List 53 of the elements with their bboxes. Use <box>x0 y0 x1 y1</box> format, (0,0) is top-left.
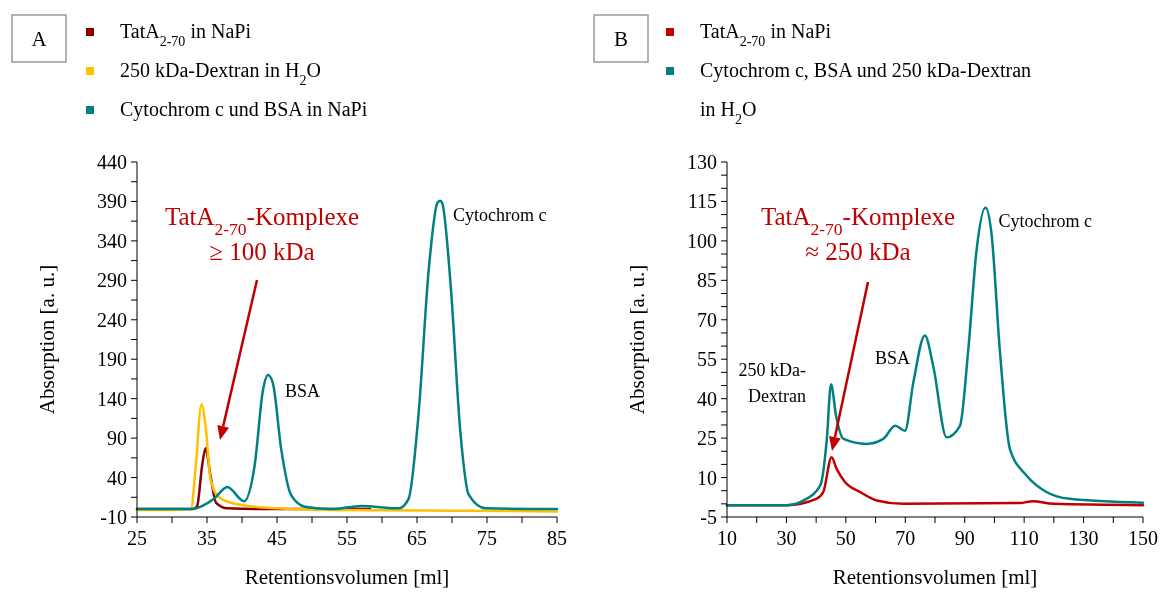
x-tick-label: 35 <box>197 527 217 549</box>
x-axis-title: Retentionsvolumen [ml] <box>244 565 450 589</box>
x-tick-label: 45 <box>267 527 287 549</box>
y-tick-label: 115 <box>687 190 717 213</box>
y-tick-label: 440 <box>97 151 127 173</box>
legend-label: Cytochrom c und BSA in NaPi <box>120 98 368 121</box>
y-axis-title: Absorption [a. u.] <box>625 264 649 415</box>
y-tick-label: 70 <box>697 308 717 331</box>
annotation: Cytochrom c <box>998 211 1093 232</box>
x-axis-title: Retentionsvolumen [ml] <box>832 565 1038 589</box>
annotation: TatA$_{2-70}$-Komplexe ≥ 100 kDa <box>164 203 360 265</box>
y-tick-label: 25 <box>697 427 717 450</box>
y-axis-title: Absorption [a. u.] <box>35 264 59 415</box>
annotation: 250 kDa- Dextran <box>738 360 806 407</box>
legend-label: TatA$_{2-70}$ in NaPi <box>700 20 832 49</box>
y-tick-label: 85 <box>697 269 717 292</box>
text: A <box>31 27 48 51</box>
x-tick-label: 150 <box>1128 527 1158 549</box>
x-tick-label: 110 <box>1009 527 1039 549</box>
annotation: BSA <box>874 347 910 368</box>
y-tick-label: 390 <box>97 190 127 213</box>
legend-label: TatA$_{2-70}$ in NaPi <box>120 20 252 49</box>
x-tick-label: 85 <box>547 527 567 549</box>
y-tick-label: 130 <box>687 151 717 173</box>
x-tick-label: 130 <box>1068 527 1099 549</box>
text: B <box>613 27 629 51</box>
y-tick-label: 290 <box>97 269 127 292</box>
x-tick-label: 25 <box>127 527 147 549</box>
x-tick-label: 30 <box>776 527 797 549</box>
y-tick-label: -10 <box>100 506 127 528</box>
x-tick-label: 65 <box>407 527 427 549</box>
x-tick-label: 55 <box>337 527 357 549</box>
x-tick-label: 50 <box>835 527 856 549</box>
x-tick-label: 10 <box>717 527 737 549</box>
x-tick-label: 90 <box>954 527 975 549</box>
y-tick-label: 100 <box>687 229 717 252</box>
x-tick-label: 75 <box>477 527 497 549</box>
y-tick-label: 240 <box>97 308 127 331</box>
legend-label: 250 kDa-Dextran in H$_{2}$O <box>120 59 321 88</box>
y-tick-label: 55 <box>697 348 717 371</box>
annotation: TatA$_{2-70}$-Komplexe ≈ 250 kDa <box>760 203 956 265</box>
y-tick-label: 40 <box>697 387 717 410</box>
y-tick-label: 140 <box>97 387 127 410</box>
annotation: BSA <box>284 381 320 401</box>
y-tick-label: 10 <box>697 466 717 489</box>
y-tick-label: 40 <box>107 466 127 489</box>
annotation: Cytochrom c <box>453 204 547 225</box>
y-tick-label: -5 <box>700 506 717 528</box>
legend-label: Cytochrom c, BSA und 250 kDa-Dextran in H$_{2}$O <box>700 59 1032 127</box>
x-tick-label: 70 <box>895 527 916 549</box>
y-tick-label: 340 <box>97 229 127 252</box>
y-tick-label: 190 <box>97 348 127 371</box>
y-tick-label: 90 <box>107 427 127 450</box>
